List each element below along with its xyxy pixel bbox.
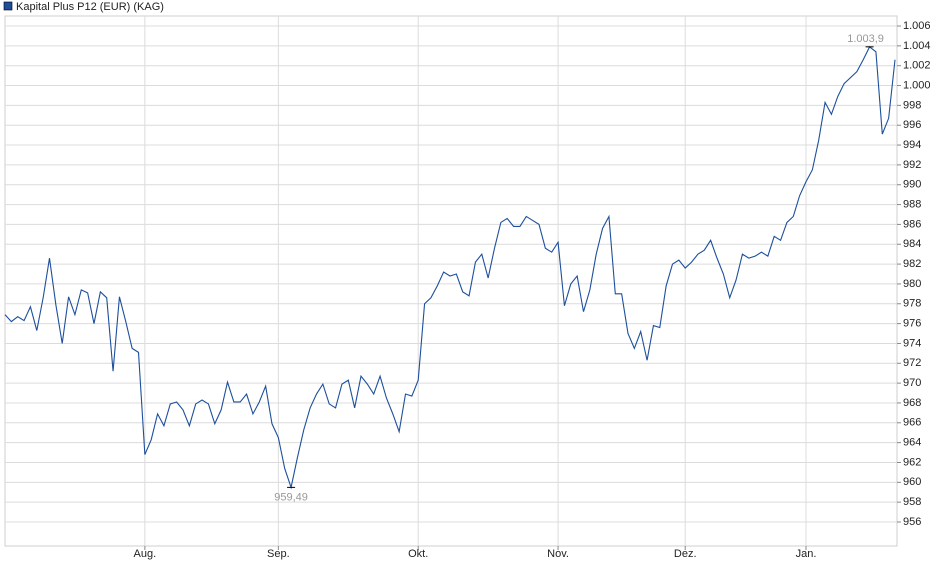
legend-label: Kapital Plus P12 (EUR) (KAG) [16,1,164,13]
y-tick-label: 968 [903,397,921,409]
y-tick-label: 964 [903,437,921,449]
y-tick-label: 988 [903,198,921,210]
y-tick-label: 982 [903,258,921,270]
y-tick-label: 966 [903,417,921,429]
y-tick-label: 972 [903,357,921,369]
y-tick-label: 1.004 [903,40,931,52]
y-tick-label: 998 [903,99,921,111]
y-tick-label: 978 [903,298,921,310]
legend-swatch [3,1,13,11]
y-tick-label: 974 [903,337,921,349]
min-label: 959,49 [274,491,308,503]
y-tick-label: 994 [903,139,921,151]
y-tick-label: 960 [903,476,921,488]
y-tick-label: 980 [903,278,921,290]
x-tick-label: Nov. [547,548,569,560]
x-tick-label: Aug. [134,548,157,560]
plot-frame [4,15,898,547]
y-tick-label: 958 [903,496,921,508]
y-tick-label: 990 [903,179,921,191]
y-tick-label: 1.002 [903,60,931,72]
y-tick-label: 1.006 [903,20,931,32]
y-tick-label: 996 [903,119,921,131]
y-tick-label: 962 [903,456,921,468]
series-line [4,46,896,490]
x-tick-label: Sep. [267,548,290,560]
y-tick-label: 986 [903,218,921,230]
max-label: 1.003,9 [847,33,884,45]
y-tick-label: 970 [903,377,921,389]
y-tick-label: 992 [903,159,921,171]
y-tick-label: 976 [903,318,921,330]
y-tick-label: 1.000 [903,79,931,91]
y-tick-label: 956 [903,516,921,528]
y-tick-label: 984 [903,238,921,250]
x-tick-label: Okt. [408,548,428,560]
x-tick-label: Jan. [796,548,817,560]
x-tick-label: Dez. [674,548,697,560]
